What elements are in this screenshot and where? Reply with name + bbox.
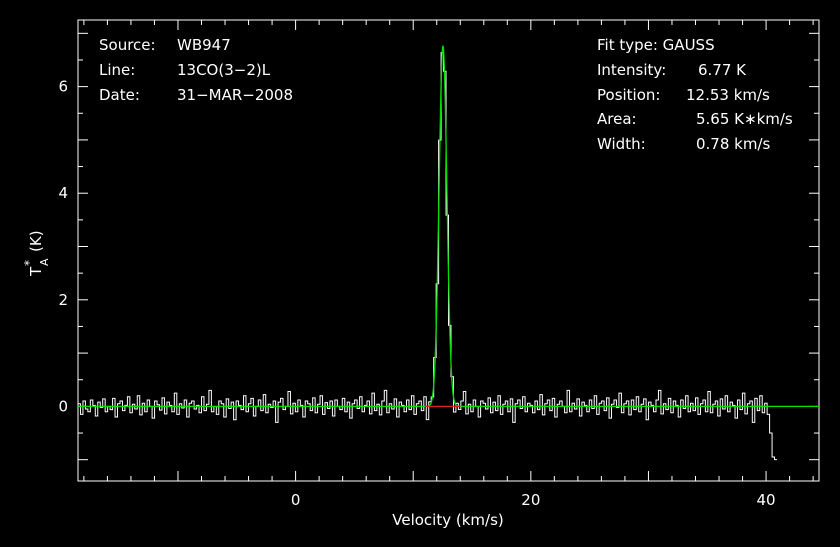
fit-area-value: 5.65 K∗km/s [696,110,793,128]
fit-area-key: Area: [597,110,637,128]
header-date-key: Date: [99,86,140,104]
y-axis-label-main: T [27,266,45,277]
y-tick-label: 6 [58,78,68,96]
x-tick-label: 40 [757,491,776,509]
fit-width-value: 0.78 km/s [696,135,771,153]
fit-type-label: Fit type: GAUSS [597,36,715,54]
y-axis-label-subscript: A [38,258,51,266]
y-axis-label-unit: (K) [27,230,45,252]
plot-frame [77,19,820,482]
header-line-key: Line: [99,61,135,79]
fit-intensity-key: Intensity: [597,61,666,79]
fit-position-key: Position: [597,86,660,104]
header-date-value: 31−MAR−2008 [177,86,293,104]
spectrum-series-line [78,52,778,461]
header-source-key: Source: [99,36,156,54]
y-axis-label: T * A (K) [22,230,51,277]
header-source-value: WB947 [177,36,231,54]
header-line-value: 13CO(3−2)L [177,61,271,79]
y-axis-label-superscript: * [22,260,36,266]
fit-intensity-value: 6.77 K [698,61,747,79]
header-right: Fit type: GAUSS Intensity: 6.77 K Positi… [597,36,793,153]
header-left: Source: WB947 Line: 13CO(3−2)L Date: 31−… [99,36,293,104]
y-tick-label: 0 [58,397,68,415]
x-tick-label: 20 [521,491,540,509]
x-axis-label: Velocity (km/s) [392,511,503,529]
y-tick-label: 4 [58,184,68,202]
x-tick-label: 0 [291,491,301,509]
fit-width-key: Width: [597,135,646,153]
fit-position-value: 12.53 km/s [686,86,770,104]
gaussian-fit-line [78,45,819,408]
y-tick-label: 2 [58,291,68,309]
